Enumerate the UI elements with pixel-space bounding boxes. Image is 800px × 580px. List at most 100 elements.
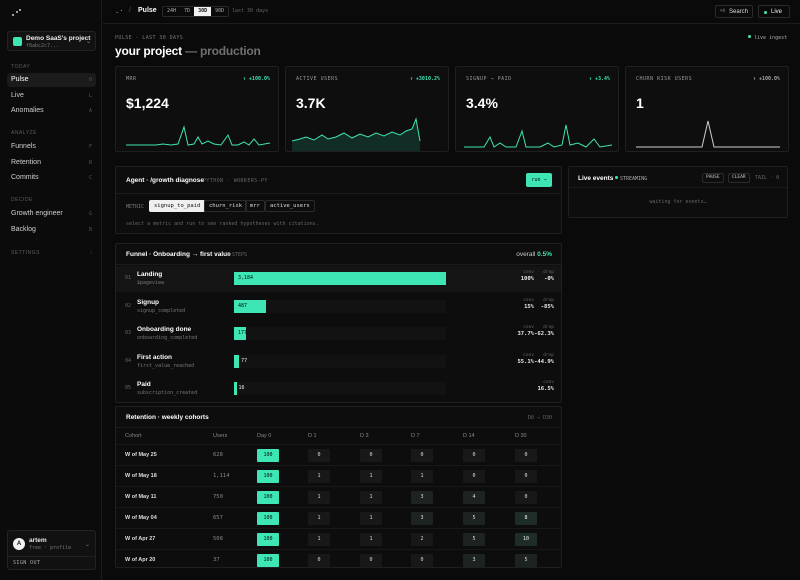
clear-button[interactable]: CLEAR (728, 173, 750, 183)
project-switcher[interactable]: Demo SaaS's project f8abc2c7... ⌄ (7, 31, 96, 51)
sidebar-item-live[interactable]: Live L (7, 89, 96, 103)
sidebar-item-label: Retention (11, 159, 41, 166)
retention-cell[interactable]: 0 (515, 491, 537, 504)
funnel-step[interactable]: 05 Paid subscription_created 16 conv 16.5% (116, 376, 561, 402)
retention-cell[interactable]: 100 (257, 533, 279, 546)
retention-cell[interactable]: 100 (257, 512, 279, 525)
retention-cell[interactable]: 1 (411, 470, 433, 483)
retention-row[interactable]: W of May 04 657 100 1 1 3 5 8 (116, 507, 561, 528)
retention-cell[interactable]: 100 (257, 491, 279, 504)
sidebar-item-backlog[interactable]: Backlog B (7, 223, 96, 237)
retention-cell[interactable]: 0 (411, 449, 433, 462)
range-7d[interactable]: 7D (184, 8, 191, 14)
kpi-value: 3.7K (296, 95, 326, 111)
retention-cell[interactable]: 0 (308, 554, 330, 567)
retention-cell[interactable]: 5 (463, 533, 485, 546)
range-24h[interactable]: 24H (167, 8, 177, 14)
metric-chip-signup-to-paid[interactable]: signup_to_paid (149, 200, 206, 212)
retention-cell[interactable]: 10 (515, 533, 537, 546)
kpi-card-churn-risk[interactable]: CHURN RISK USERS ↑ +100.0% 1 (625, 66, 789, 152)
user-name: artem (29, 537, 47, 544)
retention-row[interactable]: W of May 11 750 100 1 1 3 4 0 (116, 486, 561, 507)
conv-value: 100% (520, 276, 534, 282)
retention-cell[interactable]: 1 (308, 470, 330, 483)
chevron-down-icon: ⌄ (85, 39, 91, 45)
retention-cell[interactable]: 0 (308, 449, 330, 462)
retention-cell[interactable]: 4 (463, 491, 485, 504)
retention-panel: Retention · weekly cohorts D0 → D30 Coho… (115, 406, 562, 568)
live-button[interactable]: Live (758, 5, 790, 18)
range-30d[interactable]: 30D (194, 7, 212, 16)
search-button[interactable]: ⌘K Search (715, 5, 753, 18)
sidebar-item-settings[interactable]: SETTINGS › (7, 246, 96, 260)
retention-cell[interactable]: 0 (515, 470, 537, 483)
cohort-label: W of Apr 27 (125, 536, 156, 542)
retention-row[interactable]: W of Apr 27 508 100 1 1 2 5 10 (116, 528, 561, 549)
funnel-steps: 5 STEPS (226, 252, 248, 258)
retention-cell[interactable]: 1 (308, 512, 330, 525)
kpi-sparkline (464, 124, 613, 148)
run-button[interactable]: run → (526, 173, 552, 187)
retention-cell[interactable]: 100 (257, 554, 279, 567)
retention-cell[interactable]: 1 (360, 491, 382, 504)
divider (8, 556, 95, 557)
kpi-card-active-users[interactable]: ACTIVE USERS ↑ +3010.2% 3.7K (285, 66, 449, 152)
retention-cell[interactable]: 1 (308, 533, 330, 546)
retention-title: Retention · weekly cohorts (126, 414, 209, 421)
retention-cell[interactable]: 100 (257, 470, 279, 483)
retention-cell[interactable]: 2 (411, 533, 433, 546)
logo-icon[interactable] (12, 9, 24, 17)
funnel-title: Funnel · Onboarding → first value (126, 251, 231, 258)
retention-cell[interactable]: 1 (360, 512, 382, 525)
metric-chip-mrr[interactable]: mrr (245, 200, 265, 212)
retention-cell[interactable]: 3 (411, 491, 433, 504)
range-90d[interactable]: 90D (215, 8, 225, 14)
kpi-card-signup-paid[interactable]: SIGNUP → PAID ↑ +3.4% 3.4% (455, 66, 619, 152)
conv-label: conv (523, 270, 534, 275)
retention-cell[interactable]: 3 (411, 512, 433, 525)
sidebar-item-anomalies[interactable]: Anomalies A (7, 104, 96, 118)
retention-cell[interactable]: 5 (463, 512, 485, 525)
metric-chip-churn-risk[interactable]: churn_risk (204, 200, 248, 212)
sidebar-item-pulse[interactable]: Pulse 0 (7, 73, 96, 87)
retention-cell[interactable]: 0 (463, 449, 485, 462)
retention-cell[interactable]: 0 (411, 554, 433, 567)
retention-cell[interactable]: 0 (463, 470, 485, 483)
sidebar-item-retention[interactable]: Retention R (7, 156, 96, 170)
pause-button[interactable]: PAUSE (702, 173, 724, 183)
funnel-step[interactable]: 02 Signup signup_completed 487 conv 15% drop -8… (116, 294, 561, 320)
sign-out-button[interactable]: SIGN OUT (13, 560, 41, 566)
retention-cell[interactable]: 100 (257, 449, 279, 462)
user-menu[interactable]: A artem free · profile ⌄ SIGN OUT (7, 530, 96, 570)
kpi-card-mrr[interactable]: MRR ↑ +100.0% $1,224 (115, 66, 279, 152)
step-count: 3,184 (238, 275, 254, 281)
retention-header: D 30 (515, 433, 527, 439)
funnel-step[interactable]: 03 Onboarding done onboarding_completed 177… (116, 321, 561, 347)
sidebar-item-commits[interactable]: Commits C (7, 171, 96, 185)
retention-cell[interactable]: 0 (360, 554, 382, 567)
retention-cell[interactable]: 1 (360, 470, 382, 483)
step-bar-track: 16 (234, 382, 446, 395)
retention-cell[interactable]: 0 (360, 449, 382, 462)
retention-cell[interactable]: 3 (463, 554, 485, 567)
retention-cell[interactable]: 8 (515, 512, 537, 525)
conv-value: 37.7% (517, 331, 534, 337)
status-dot-icon (615, 176, 618, 179)
sidebar-item-funnels[interactable]: Funnels F (7, 140, 96, 154)
retention-row[interactable]: W of Apr 20 37 100 0 0 0 3 5 (116, 549, 561, 570)
retention-cell[interactable]: 5 (515, 554, 537, 567)
retention-cell[interactable]: 0 (515, 449, 537, 462)
sidebar-item-label: SETTINGS (11, 250, 41, 256)
retention-row[interactable]: W of May 25 628 100 0 0 0 0 0 (116, 444, 561, 465)
kpi-label: ACTIVE USERS (296, 76, 339, 82)
retention-header: D 3 (360, 433, 369, 439)
metric-chip-active-users[interactable]: active_users (265, 200, 315, 212)
sidebar-item-growth-engineer[interactable]: Growth engineer G (7, 207, 96, 221)
step-bar-track: 487 (234, 299, 446, 313)
funnel-step[interactable]: 04 First action first_value_reached 77 conv 5… (116, 349, 561, 375)
conv-label: conv (543, 380, 554, 385)
retention-cell[interactable]: 1 (360, 533, 382, 546)
retention-cell[interactable]: 1 (308, 491, 330, 504)
funnel-step[interactable]: 01 Landing $pageview 3,184 conv 100% drop -0% (116, 266, 561, 292)
retention-row[interactable]: W of May 18 1,114 100 1 1 1 0 0 (116, 465, 561, 486)
